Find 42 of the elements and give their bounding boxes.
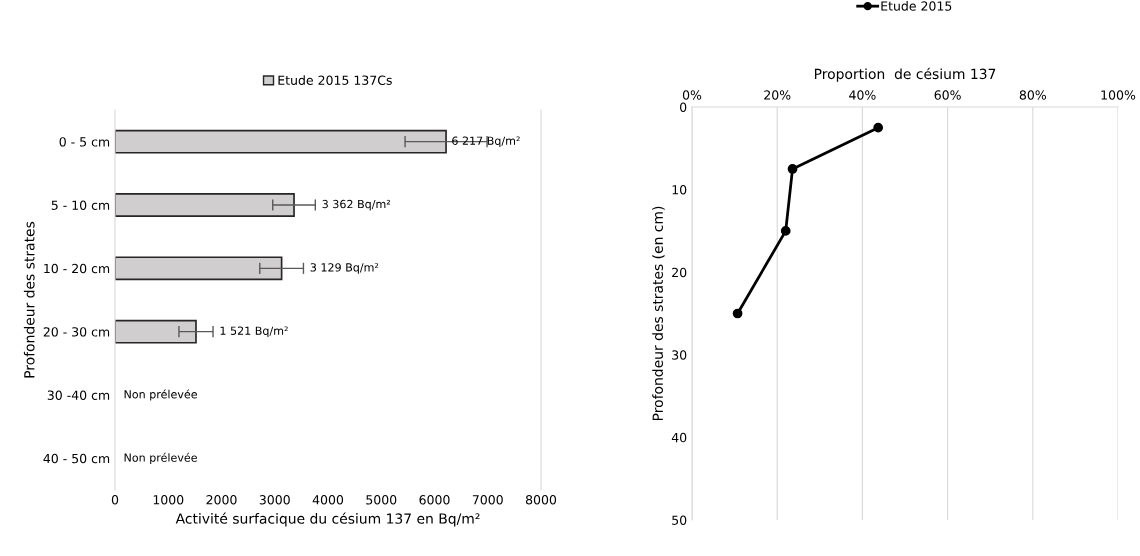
x-tick-label: 2000: [206, 495, 237, 505]
y-axis-title: Profondeur des strates (en cm): [652, 206, 665, 421]
point: [787, 164, 798, 174]
y-tick-label: 40 - 50 cm: [43, 453, 110, 464]
y-tick-label: 30 -40 cm: [47, 390, 110, 400]
x-tick-label: 20%: [764, 90, 791, 100]
x-tick-label: 1000: [153, 495, 184, 505]
x-axis-title: Proportion de césium 137: [814, 67, 996, 82]
x-tick-label: 80%: [1019, 90, 1046, 100]
annotation: Non prélevée: [124, 452, 197, 464]
y-tick-label: 10 - 20 cm: [44, 263, 110, 274]
y-tick-label: 50: [672, 515, 687, 525]
y-tick-label: 0: [680, 102, 687, 112]
data-label: 1 521 Bq/m²: [220, 326, 288, 338]
y-tick-label: 30: [672, 350, 687, 360]
x-tick-label: 100%: [1101, 90, 1136, 100]
x-tick-label: 0: [111, 495, 119, 505]
x-tick-label: 3000: [259, 495, 290, 505]
y-tick-label: 0 - 5 cm: [59, 137, 110, 147]
y-tick-label: 20 - 30 cm: [43, 327, 110, 337]
x-tick-label: 8000: [525, 495, 557, 505]
point: [873, 122, 884, 133]
x-tick-label: 5000: [366, 495, 397, 505]
y-tick-label: 20: [672, 267, 687, 278]
y-tick-label: 10: [672, 185, 687, 195]
x-tick-label: 7000: [472, 495, 503, 505]
x-axis-title: Activité surfacique du césium 137 en Bq/m²: [175, 512, 480, 527]
x-tick-label: 0%: [682, 90, 702, 100]
annotation: Non prélevée: [124, 389, 197, 401]
y-tick-label: 40: [671, 432, 687, 443]
legend-label: Etude 2015: [881, 1, 952, 11]
point: [732, 308, 743, 319]
data-label: 3 129 Bq/m²: [310, 263, 379, 274]
x-tick-label: 40%: [849, 90, 876, 100]
x-tick-label: 60%: [934, 90, 961, 100]
y-axis-title: Profondeur des strates: [23, 221, 35, 378]
data-label: 3 362 Bq/m²: [322, 199, 391, 211]
x-tick-label: 4000: [312, 495, 344, 505]
legend-label: Etude 2015 137Cs: [278, 75, 392, 85]
point: [780, 226, 791, 236]
y-tick-label: 5 - 10 cm: [51, 200, 110, 210]
x-tick-label: 6000: [419, 495, 450, 505]
